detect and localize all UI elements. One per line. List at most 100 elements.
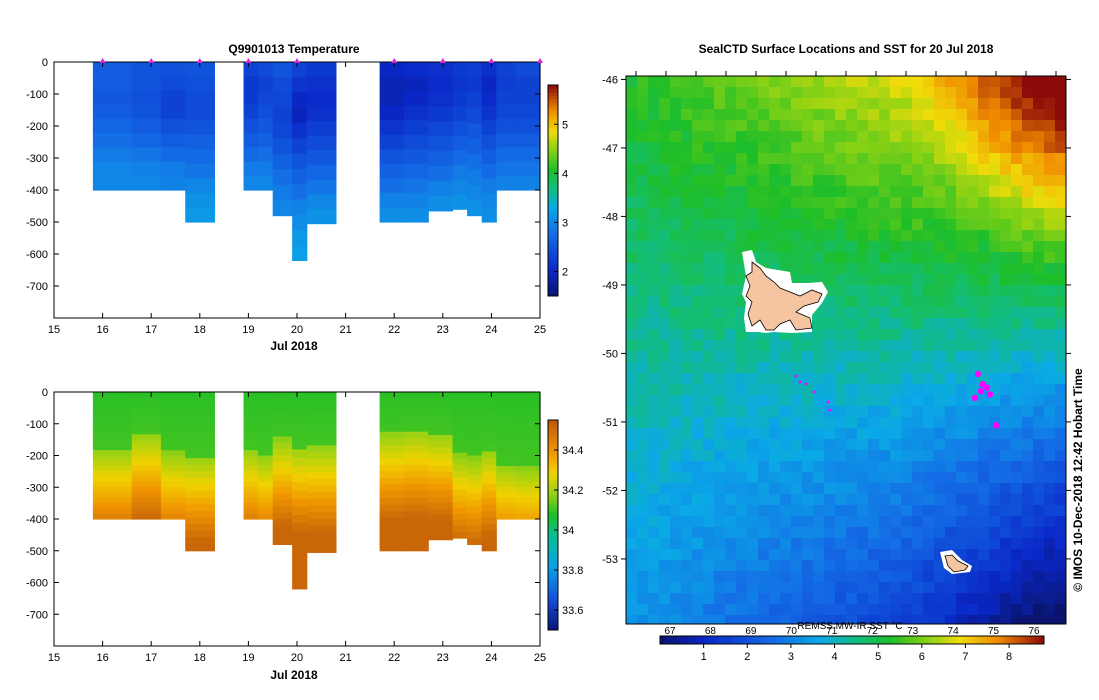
sst-cell <box>1044 494 1056 506</box>
sst-cell <box>835 318 847 330</box>
temperature-cell <box>428 76 454 93</box>
temperature-cell <box>243 175 259 191</box>
salinity-cell <box>403 484 429 492</box>
sst-cell <box>758 362 770 374</box>
sst-cell <box>868 593 880 605</box>
sst-cell <box>791 505 803 517</box>
sst-cell <box>956 241 968 253</box>
sst-cell <box>802 252 814 264</box>
sst-cell <box>1044 109 1056 121</box>
sst-cell <box>659 263 671 275</box>
sst-cell <box>956 395 968 407</box>
colorbar-swatch <box>548 172 558 177</box>
salinity-cell <box>452 465 468 472</box>
sst-cell <box>912 230 924 242</box>
temperature-cell <box>272 123 293 140</box>
sst-cell <box>1055 197 1066 209</box>
sst-cell <box>736 274 748 286</box>
sst-cell <box>978 516 990 528</box>
colorbar-swatch <box>548 246 558 251</box>
sst-cell <box>912 505 924 517</box>
sst-cell <box>857 230 869 242</box>
salinity-cell <box>496 439 517 446</box>
sst-cell <box>923 516 935 528</box>
sst-cell <box>714 549 726 561</box>
sst-cell <box>791 76 803 88</box>
sst-cell <box>868 417 880 429</box>
sst-cell <box>945 483 957 495</box>
salinity-cell <box>515 439 541 446</box>
sst-cell <box>703 417 715 429</box>
sst-cell <box>1033 153 1045 165</box>
sst-cell <box>725 538 737 550</box>
sst-cell <box>1055 109 1066 121</box>
sst-colorbar-swatch <box>852 636 858 644</box>
sst-cell <box>846 461 858 473</box>
salinity-cell <box>272 430 293 438</box>
sst-cell <box>714 274 726 286</box>
sst-cell <box>692 560 704 572</box>
sst-cell <box>626 582 638 594</box>
sst-cell <box>879 450 891 462</box>
sst-cell <box>857 208 869 220</box>
salinity-cell <box>92 423 133 430</box>
sst-cell <box>835 230 847 242</box>
sst-cell <box>901 285 913 297</box>
sst-cell <box>890 252 902 264</box>
sst-cell <box>967 472 979 484</box>
sst-colorbar-swatch <box>847 636 853 644</box>
sst-cell <box>1000 593 1012 605</box>
sst-cell <box>912 120 924 132</box>
colorbar-swatch <box>548 595 558 599</box>
salinity-cell <box>292 433 308 442</box>
sst-cell <box>901 230 913 242</box>
seal-track-dot <box>828 408 832 412</box>
sst-cell <box>681 395 693 407</box>
x-tick-label: 22 <box>388 652 400 664</box>
sst-cell <box>791 538 803 550</box>
sst-cell <box>1055 417 1066 429</box>
sst-cell <box>802 560 814 572</box>
colorbar-swatch <box>548 577 558 582</box>
sst-cell <box>1055 164 1066 176</box>
sst-cell <box>791 340 803 352</box>
sst-colorbar-swatch <box>1005 636 1011 644</box>
salinity-cell <box>306 532 337 540</box>
sst-cell <box>670 615 682 624</box>
sst-cell <box>967 593 979 605</box>
salinity-cell <box>243 434 259 441</box>
sst-cell <box>670 109 682 121</box>
salinity-cell <box>292 523 308 533</box>
sst-cell <box>934 153 946 165</box>
temperature-cell <box>496 133 517 148</box>
sst-cell <box>923 527 935 539</box>
salinity-cell <box>467 423 483 431</box>
sst-cell <box>703 395 715 407</box>
sst-colorbar-swatch <box>765 636 771 644</box>
sst-cell <box>1022 516 1034 528</box>
sst-cell <box>956 604 968 616</box>
sst-cell <box>923 318 935 330</box>
sst-cell <box>945 285 957 297</box>
sst-cell <box>978 417 990 429</box>
salinity-cell <box>467 506 483 514</box>
sst-cell <box>736 527 748 539</box>
temperature-cell <box>496 118 517 134</box>
sst-cell <box>868 307 880 319</box>
sst-cell <box>692 373 704 385</box>
colorbar-swatch <box>548 271 558 276</box>
sst-cell <box>758 109 770 121</box>
sst-cell <box>648 153 660 165</box>
salinity-cell <box>515 471 541 478</box>
sst-cell <box>637 373 649 385</box>
sst-cell <box>791 230 803 242</box>
sst-cell <box>989 274 1001 286</box>
sst-cell <box>989 142 1001 154</box>
salinity-cell <box>243 481 259 488</box>
sst-cell <box>934 142 946 154</box>
sst-cell <box>670 560 682 572</box>
sst-cell <box>670 439 682 451</box>
sst-colorbar-swatch <box>871 636 877 644</box>
sst-cell <box>780 560 792 572</box>
sst-cell <box>1033 142 1045 154</box>
